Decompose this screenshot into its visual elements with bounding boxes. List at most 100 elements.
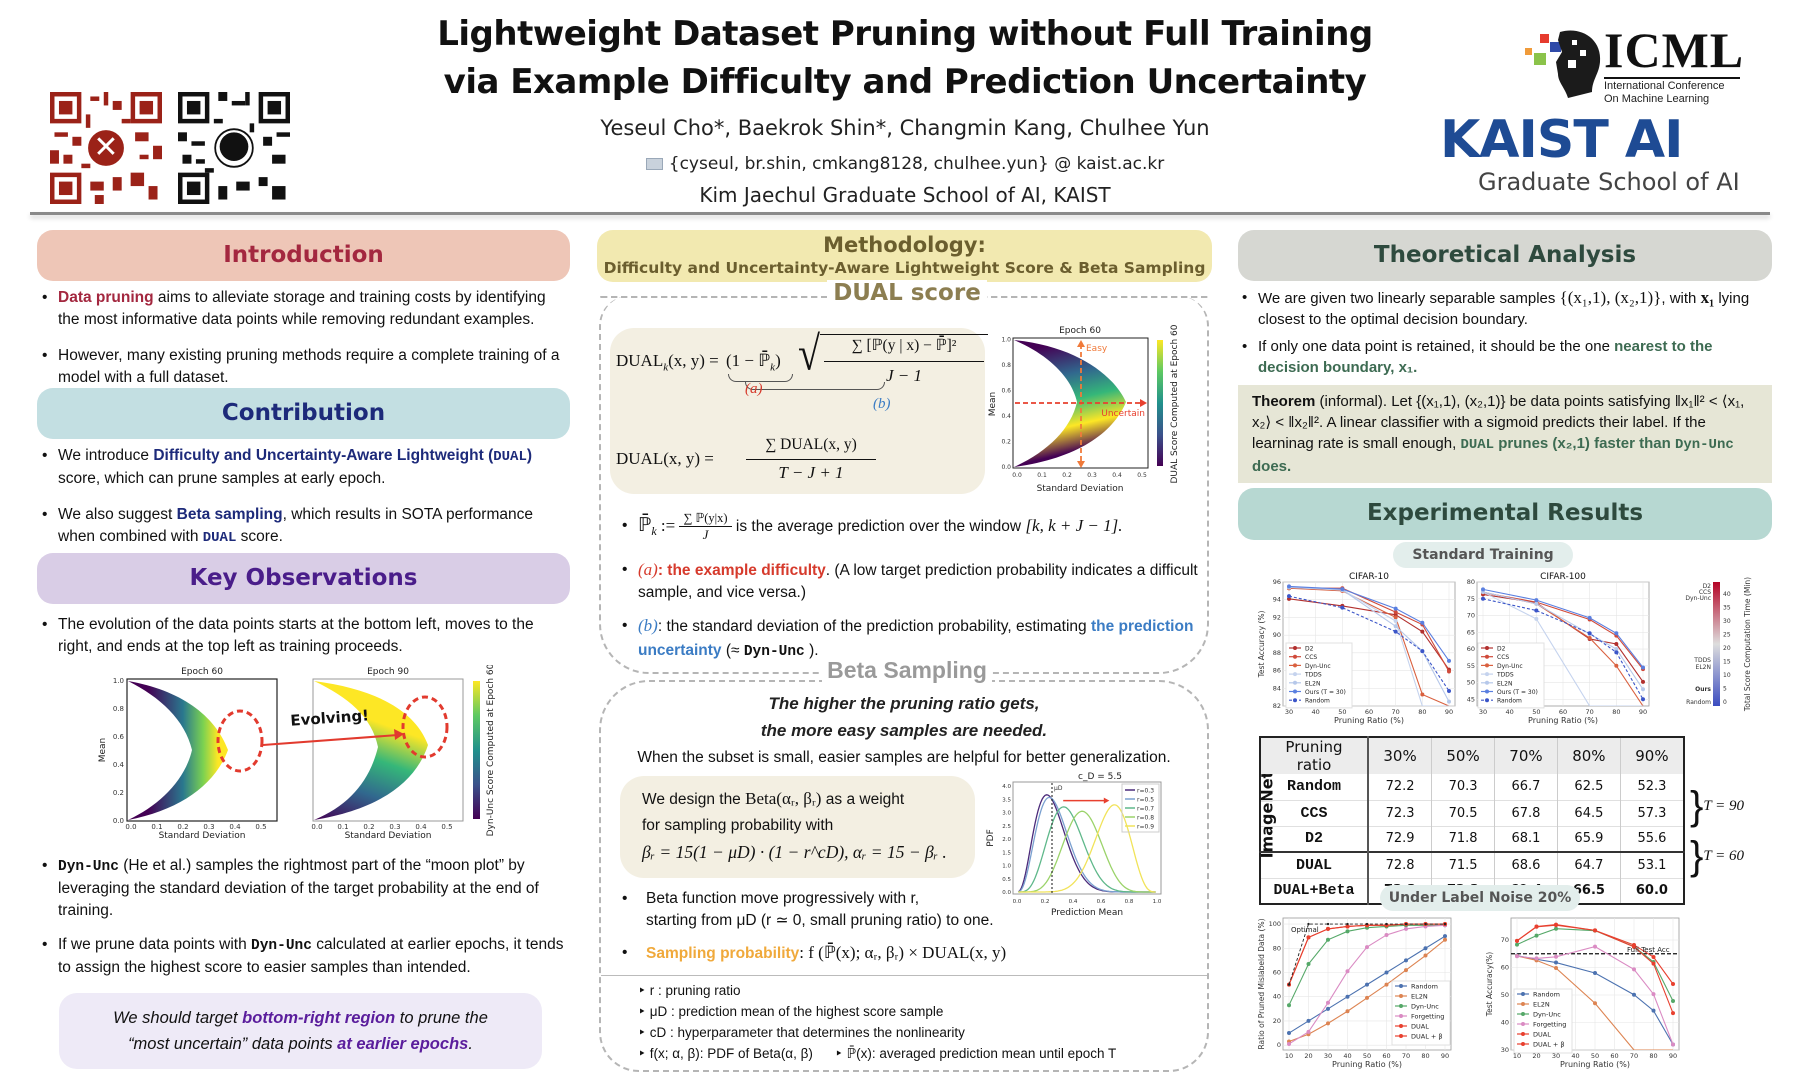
chart-cifar-100: 30 40 50 60 70 80 90 45 50 55 60 65 70 75 80 CIFAR-100 P…: [1467, 572, 1650, 725]
legend-label: DUAL: [1411, 1023, 1429, 1031]
column-header: 80%: [1557, 737, 1621, 774]
legend-label: Random: [1533, 991, 1560, 999]
legend-marker: [1293, 689, 1297, 694]
x-tick-label: 0.3: [203, 823, 214, 831]
beta-bullet-2: Sampling probability: f (ℙ̄(x); αᵣ, βᵣ) …: [620, 942, 1205, 965]
mono-dyn-unc: Dyn-Unc: [251, 938, 312, 954]
data-point-Optimal: [1326, 922, 1330, 926]
legend-marker: [1485, 663, 1489, 668]
legend-marker: [1293, 680, 1297, 685]
y-tick-label: 0.8: [113, 705, 124, 713]
dual-bullet-pbar: ℙ̄k := ∑ ℙ(y|x)J is the average predicti…: [620, 508, 1205, 549]
x-tick-label: 0.2: [1062, 472, 1072, 479]
colorbar-annotation: D2: [1703, 583, 1712, 590]
tagline-2: the more easy samples are needed.: [760, 721, 1048, 740]
legend-marker: [1399, 1034, 1403, 1038]
data-point-Dyn-Unc: [1671, 999, 1675, 1004]
contribution-bullets: We introduce Difficulty and Uncertainty-…: [40, 445, 570, 559]
value-cell: 62.5: [1557, 774, 1621, 800]
legend-label: r=0.3: [1137, 788, 1154, 795]
data-point-DUAL + β: [1554, 922, 1558, 927]
data-point-EL2N: [1393, 624, 1398, 629]
column-header: 30%: [1368, 737, 1433, 774]
data-point-Forgetting: [1404, 926, 1408, 931]
dual-equation: DUAL(x, y) = ∑ DUAL(x, y) T − J + 1: [616, 432, 916, 487]
series-group: [1287, 584, 1451, 706]
plot2-title: Epoch 90: [367, 667, 409, 677]
text: , with: [1661, 290, 1701, 307]
icml-wordmark: ICML: [1604, 22, 1745, 78]
section-header-contribution: Contribution: [37, 388, 570, 439]
data-point-Random: [1287, 1031, 1291, 1036]
qr-code-twitter[interactable]: ✕: [50, 92, 162, 209]
right-brace-icon: }: [1690, 834, 1704, 878]
legend-marker: [1399, 994, 1403, 998]
introduction-bullets: Data pruning aims to alleviate storage a…: [40, 287, 570, 399]
y-axis-label: Mean: [988, 392, 998, 417]
data-point-CCS: [1393, 610, 1398, 615]
email[interactable]: {cyseul, br.shin, cmkang8128, chulhee.yu…: [668, 154, 1165, 174]
text: .: [468, 1035, 473, 1053]
data-point-DUAL + β: [1593, 928, 1597, 933]
tagline-1: The higher the pruning ratio gets,: [768, 694, 1040, 713]
text: to prune the: [395, 1009, 488, 1027]
y-tick-label: 50: [1501, 991, 1509, 999]
colorbar-annotation: CCS: [1699, 589, 1711, 596]
method-cell: D2: [1260, 825, 1369, 852]
mono-dyn-unc: Dyn-Unc: [58, 859, 119, 875]
data-point-Ours (T = 30): [1481, 587, 1485, 592]
y-tick-label: 3.5: [1002, 797, 1011, 803]
qr-pattern: [178, 92, 290, 204]
legend-label: DUAL + β: [1411, 1033, 1443, 1041]
y-tick-label: 1.0: [113, 677, 124, 685]
eq2-lhs: DUAL(x, y) =: [616, 449, 714, 468]
x-tick-label: 70: [1392, 708, 1400, 716]
legend-frame: [1477, 642, 1545, 709]
y-tick-label: 0: [1277, 1041, 1281, 1049]
legend-frame: [1285, 642, 1353, 709]
text: We design the: [642, 791, 746, 808]
text: ∑ ℙ(y|x): [679, 510, 732, 528]
qr-code-github[interactable]: [178, 92, 290, 209]
data-point-DUAL + β: [1306, 935, 1311, 940]
poster-title-line2: via Example Difficulty and Prediction Un…: [443, 62, 1367, 102]
data-point-Forgetting: [1651, 992, 1656, 997]
data-point-EL2N: [1326, 1021, 1330, 1026]
text: We should target: [113, 1009, 243, 1027]
x-tick-label: 0.2: [177, 823, 188, 831]
text: is the average prediction over the windo…: [735, 518, 1026, 535]
y-tick-label: 0.0: [1001, 464, 1011, 471]
poster-title-line1: Lightweight Dataset Pruning without Full…: [437, 14, 1373, 54]
text: k: [770, 361, 776, 374]
colorbar-annotation: Dyn-Unc: [1685, 595, 1711, 602]
pbar-symbol: ℙ̄: [638, 515, 652, 536]
data-point-Random: [1423, 946, 1428, 951]
colorbar-annotation: EL2N: [1696, 664, 1711, 671]
data-point-DUAL: [1671, 1011, 1675, 1016]
column-header: 50%: [1431, 737, 1496, 774]
legend-marker: [1485, 698, 1489, 703]
colorbar-tick: 20: [1723, 645, 1731, 652]
dual-bullets: ℙ̄k := ∑ ℙ(y|x)J is the average predicti…: [620, 508, 1205, 674]
value-cell: 72.8: [1368, 852, 1433, 878]
legend-marker: [1485, 654, 1489, 659]
colorbar-label: Dyn-Unc Score Computed at Epoch 60: [486, 665, 496, 836]
legend-label: DUAL: [1533, 1031, 1551, 1039]
x-tick-label: 0.1: [1037, 472, 1047, 479]
def-item: ‣ f(x; α, β): PDF of Beta(α, β) ‣ ℙ̄(x): …: [638, 1046, 1117, 1061]
value-cell: 70.3: [1431, 774, 1496, 800]
data-point-EL2N: [1404, 968, 1408, 973]
data-point-Forgetting: [1306, 1029, 1311, 1034]
data-point-DUAL: [1651, 961, 1656, 966]
text: (x, y) =: [668, 351, 719, 370]
legend-label: TDDS: [1496, 672, 1514, 679]
data-point-CCS: [1447, 669, 1451, 674]
data-point-Dyn-Unc: [1587, 635, 1592, 640]
icml-subtitle-1: International Conference: [1604, 80, 1725, 92]
y-tick-label: 45: [1467, 695, 1475, 703]
data-point-Optimal: [1287, 983, 1291, 986]
section-header-experimental-results: Experimental Results: [1238, 488, 1772, 540]
x-axis-label-1: Standard Deviation: [159, 831, 246, 840]
x-axis-label: Pruning Ratio (%): [1334, 716, 1404, 725]
